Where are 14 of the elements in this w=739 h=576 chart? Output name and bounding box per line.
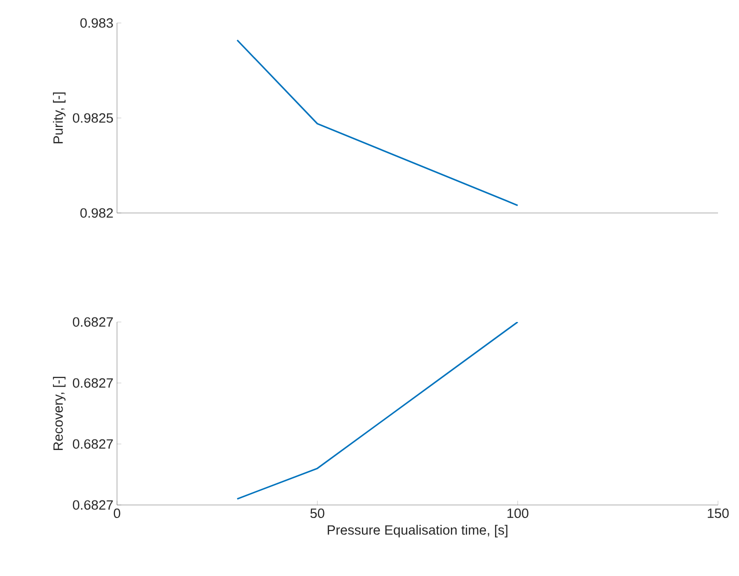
x-tick-label: 100 <box>507 508 528 518</box>
y-tick-label: 0.6827 <box>72 439 113 449</box>
y-axis-title: Purity, [-] <box>52 92 66 144</box>
x-tick-label: 50 <box>310 508 324 518</box>
x-axis-title: Pressure Equalisation time, [s] <box>328 524 508 538</box>
y-tick-label: 0.983 <box>80 18 113 28</box>
y-tick-label: 0.6827 <box>72 378 113 388</box>
x-tick-label: 0 <box>114 508 120 518</box>
y-tick-label: 0.982 <box>80 208 113 218</box>
x-tick-label: 150 <box>708 508 729 518</box>
y-tick-label: 0.9825 <box>72 113 113 123</box>
y-axis-title: Recovery, [-] <box>52 376 66 450</box>
y-tick-label: 0.6827 <box>72 317 113 327</box>
y-tick-label: 0.6827 <box>72 500 113 510</box>
